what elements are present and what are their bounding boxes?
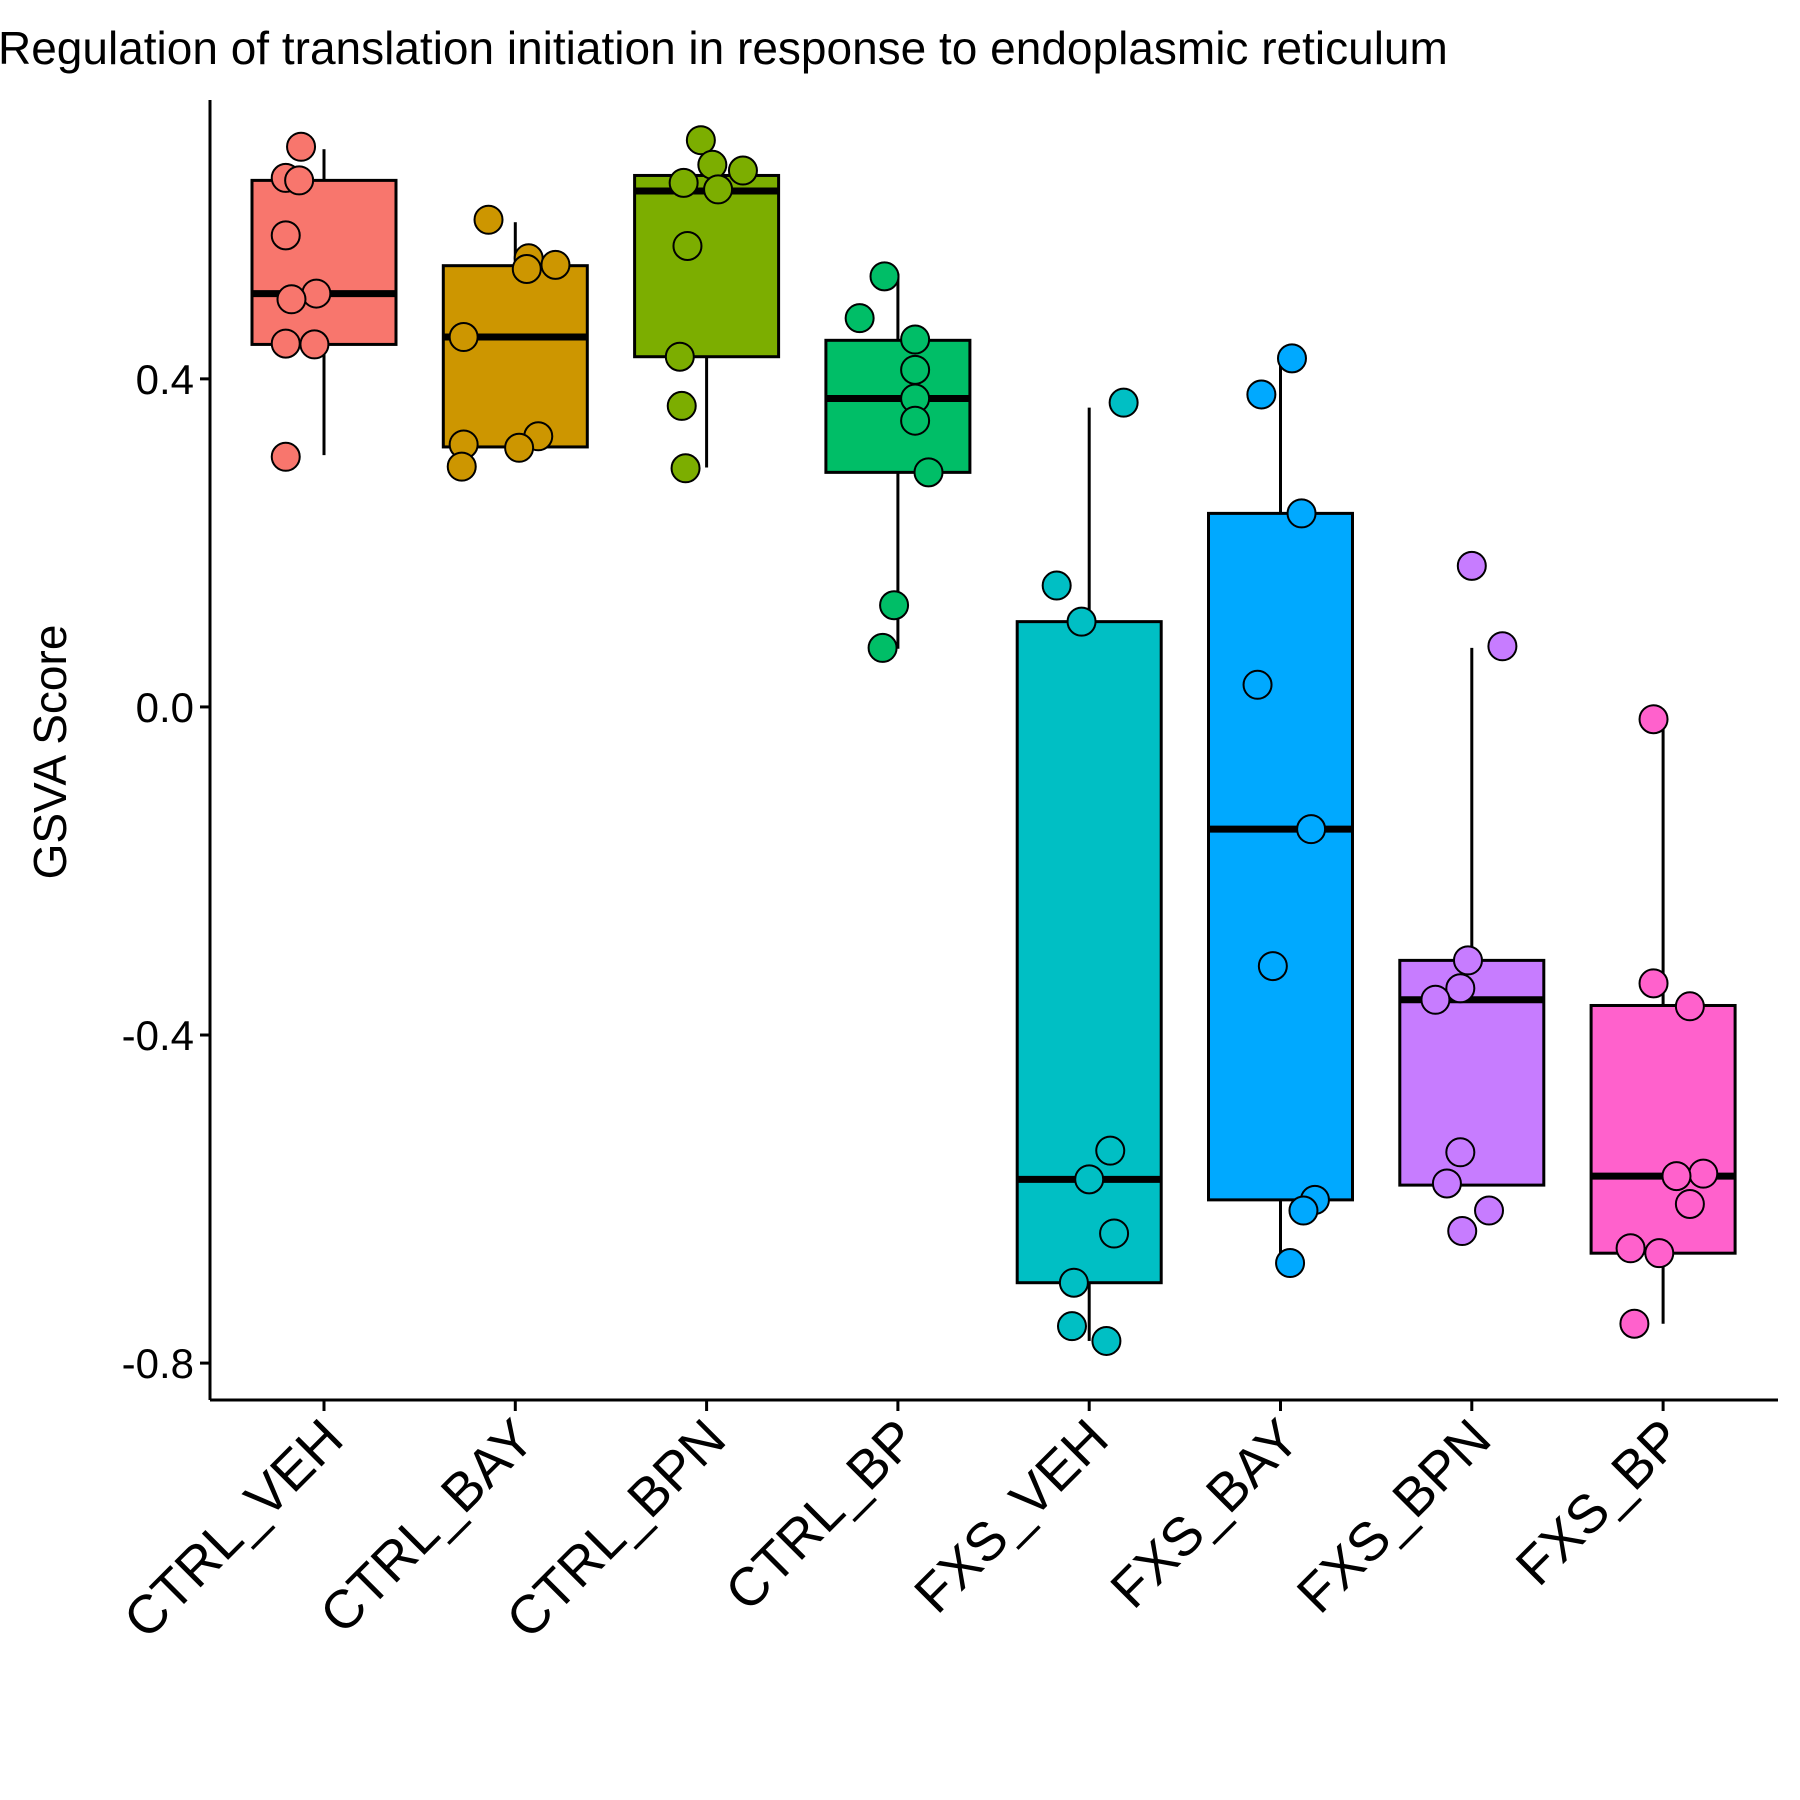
data-point	[1638, 704, 1669, 735]
data-point	[504, 432, 535, 463]
data-point	[270, 441, 301, 472]
data-point	[1257, 951, 1288, 982]
x-tick-label: FXS_BPN	[1286, 1408, 1502, 1624]
x-tick-label: FXS_VEH	[903, 1408, 1119, 1624]
data-point	[1296, 814, 1327, 845]
data-point	[511, 253, 542, 284]
data-point	[473, 204, 504, 235]
data-point	[869, 261, 900, 292]
box-group-fxs-bp	[1589, 704, 1737, 1339]
data-point	[1487, 631, 1518, 662]
data-point	[270, 220, 301, 251]
data-point	[1615, 1233, 1646, 1264]
plot-area	[250, 125, 1737, 1356]
box-group-ctrl-bpn	[633, 125, 781, 484]
data-point	[540, 249, 571, 280]
y-tick-label: -0.8	[122, 1340, 194, 1387]
data-point	[879, 590, 910, 621]
data-point	[1447, 1216, 1478, 1247]
data-point	[668, 167, 699, 198]
data-point	[844, 303, 875, 334]
y-axis: 0.4 0.0 -0.4 -0.8	[122, 356, 210, 1387]
data-point	[1095, 1135, 1126, 1166]
data-point	[1474, 1195, 1505, 1226]
data-point	[1242, 669, 1273, 700]
data-point	[1275, 1248, 1306, 1279]
data-point	[900, 354, 931, 385]
data-point	[1058, 1267, 1089, 1298]
data-point	[448, 322, 479, 353]
data-point	[867, 632, 898, 663]
data-point	[697, 149, 728, 180]
data-point	[670, 453, 701, 484]
data-point	[703, 174, 734, 205]
box-group-ctrl-veh	[250, 131, 398, 472]
data-point	[1091, 1325, 1122, 1356]
data-point	[666, 390, 697, 421]
data-point	[664, 341, 695, 372]
data-point	[1674, 1188, 1705, 1219]
x-tick-label: FXS_BAY	[1099, 1408, 1311, 1620]
box	[633, 173, 781, 359]
data-point	[270, 328, 301, 359]
data-point	[1108, 387, 1139, 418]
data-point	[913, 457, 944, 488]
data-point	[685, 125, 716, 156]
x-tick-label: CTRL_VEH	[113, 1408, 355, 1650]
data-point	[286, 131, 317, 162]
data-point	[1638, 968, 1669, 999]
data-point	[1452, 945, 1483, 976]
data-point	[1056, 1311, 1087, 1342]
data-point	[1286, 498, 1317, 529]
data-point	[900, 405, 931, 436]
data-point	[1420, 984, 1451, 1015]
box-group-fxs-veh	[1015, 387, 1163, 1356]
data-point	[1688, 1158, 1719, 1189]
data-point	[900, 324, 931, 355]
y-axis-label: GSVA Score	[24, 625, 76, 880]
data-point	[301, 278, 332, 309]
data-point	[1041, 570, 1072, 601]
box-group-ctrl-bp	[824, 261, 972, 663]
box	[1207, 511, 1354, 1202]
x-tick-label: FXS_BP	[1505, 1408, 1694, 1597]
data-point	[1246, 379, 1277, 410]
data-point	[276, 284, 307, 315]
box-group-fxs-bay	[1207, 343, 1354, 1279]
data-point	[1066, 606, 1097, 637]
box-group-fxs-bpn	[1398, 550, 1546, 1247]
box-group-ctrl-bay	[441, 204, 589, 482]
data-point	[1661, 1161, 1692, 1192]
box	[441, 264, 589, 449]
data-point	[727, 155, 758, 186]
data-point	[299, 329, 330, 360]
data-point	[1674, 991, 1705, 1022]
data-point	[446, 451, 477, 482]
x-axis: CTRL_VEHCTRL_BAYCTRL_BPNCTRL_BPFXS_VEHFX…	[113, 1400, 1694, 1650]
data-point	[1288, 1195, 1319, 1226]
data-point	[1099, 1218, 1130, 1249]
y-tick-label: -0.4	[122, 1012, 194, 1059]
data-point	[672, 230, 703, 261]
box	[824, 338, 972, 474]
data-point	[1456, 550, 1487, 581]
data-point	[284, 165, 315, 196]
data-point	[1431, 1168, 1462, 1199]
data-point	[1619, 1308, 1650, 1339]
data-point	[1445, 1137, 1476, 1168]
y-tick-label: 0.4	[136, 356, 194, 403]
data-point	[1644, 1238, 1675, 1269]
data-point	[1074, 1164, 1105, 1195]
y-tick-label: 0.0	[136, 684, 194, 731]
data-point	[1276, 343, 1307, 374]
box	[250, 178, 398, 346]
chart-title: Regulation of translation initiation in …	[0, 22, 1448, 74]
x-tick-label: CTRL_BP	[714, 1408, 928, 1622]
box	[1589, 1003, 1737, 1255]
data-point	[1445, 973, 1476, 1004]
